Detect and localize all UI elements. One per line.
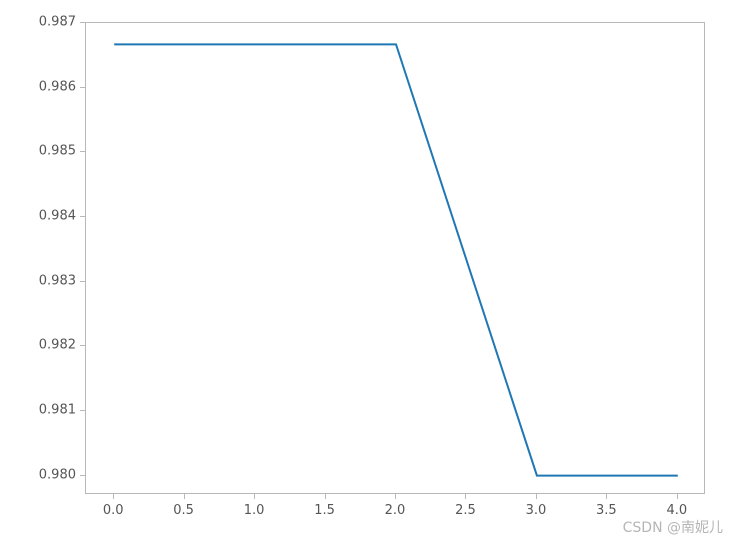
- y-tick-label: 0.982: [39, 338, 76, 353]
- x-tick-label: 1.0: [244, 503, 265, 518]
- x-tick-mark: [465, 494, 466, 499]
- x-tick-mark: [113, 494, 114, 499]
- y-tick-label: 0.983: [39, 273, 76, 288]
- y-tick-label: 0.985: [39, 144, 76, 159]
- x-tick-label: 2.5: [455, 503, 476, 518]
- x-tick-label: 4.0: [666, 503, 687, 518]
- x-tick-mark: [536, 494, 537, 499]
- x-tick-label: 2.0: [385, 503, 406, 518]
- y-tick-label: 0.981: [39, 402, 76, 417]
- x-tick-label: 3.0: [526, 503, 547, 518]
- x-tick-label: 0.0: [103, 503, 124, 518]
- y-tick-label: 0.986: [39, 79, 76, 94]
- x-tick-label: 1.5: [314, 503, 335, 518]
- x-tick-label: 3.5: [596, 503, 617, 518]
- plot-area: [85, 22, 705, 494]
- y-tick-label: 0.980: [39, 467, 76, 482]
- x-tick-mark: [677, 494, 678, 499]
- y-tick-label: 0.987: [39, 15, 76, 30]
- x-tick-mark: [606, 494, 607, 499]
- y-tick-mark: [80, 281, 85, 282]
- figure: 0.0 0.5 1.0 1.5 2.0 2.5 3.0 3.5 4.0 0.980 0.981 0.…: [0, 0, 735, 543]
- y-tick-mark: [80, 345, 85, 346]
- watermark-text: CSDN @南妮儿: [623, 517, 723, 537]
- series-line-1: [114, 44, 678, 475]
- y-tick-label: 0.984: [39, 208, 76, 223]
- x-tick-mark: [325, 494, 326, 499]
- y-tick-mark: [80, 22, 85, 23]
- x-tick-mark: [254, 494, 255, 499]
- chart-svg: [86, 23, 706, 495]
- x-tick-mark: [395, 494, 396, 499]
- y-tick-mark: [80, 87, 85, 88]
- y-tick-mark: [80, 216, 85, 217]
- y-tick-mark: [80, 475, 85, 476]
- y-tick-mark: [80, 410, 85, 411]
- x-tick-mark: [184, 494, 185, 499]
- x-tick-label: 0.5: [173, 503, 194, 518]
- y-tick-mark: [80, 151, 85, 152]
